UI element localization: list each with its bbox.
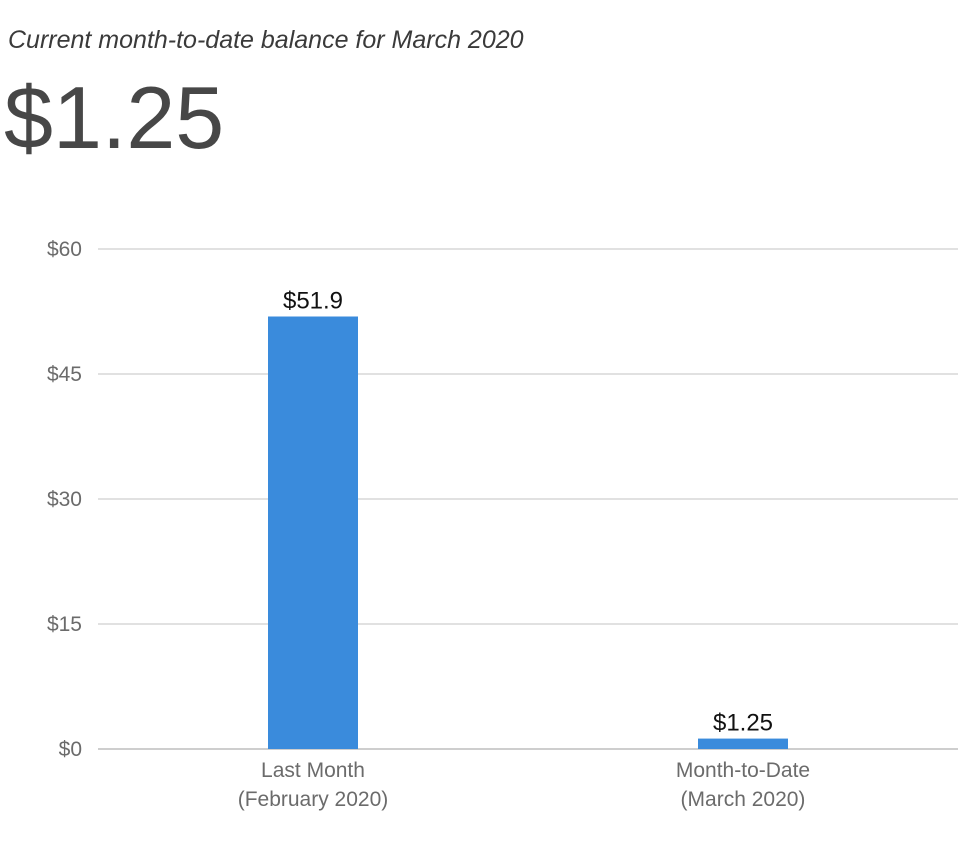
- balance-amount: $1.25: [4, 68, 225, 167]
- bar: [268, 316, 358, 749]
- bar-data-label: $51.9: [283, 288, 343, 315]
- y-tick-label: $30: [47, 488, 82, 511]
- x-category-label: (March 2020): [681, 788, 806, 811]
- balance-subtitle: Current month-to-date balance for March …: [8, 26, 524, 54]
- x-category-label: Last Month: [261, 759, 365, 782]
- x-category-label: (February 2020): [238, 788, 389, 811]
- y-tick-label: $0: [59, 738, 82, 761]
- y-tick-label: $60: [47, 238, 82, 261]
- bar-data-label: $1.25: [713, 710, 773, 737]
- x-category-label: Month-to-Date: [676, 759, 810, 782]
- bar: [698, 738, 788, 749]
- y-tick-label: $45: [47, 363, 82, 386]
- y-tick-label: $15: [47, 613, 82, 636]
